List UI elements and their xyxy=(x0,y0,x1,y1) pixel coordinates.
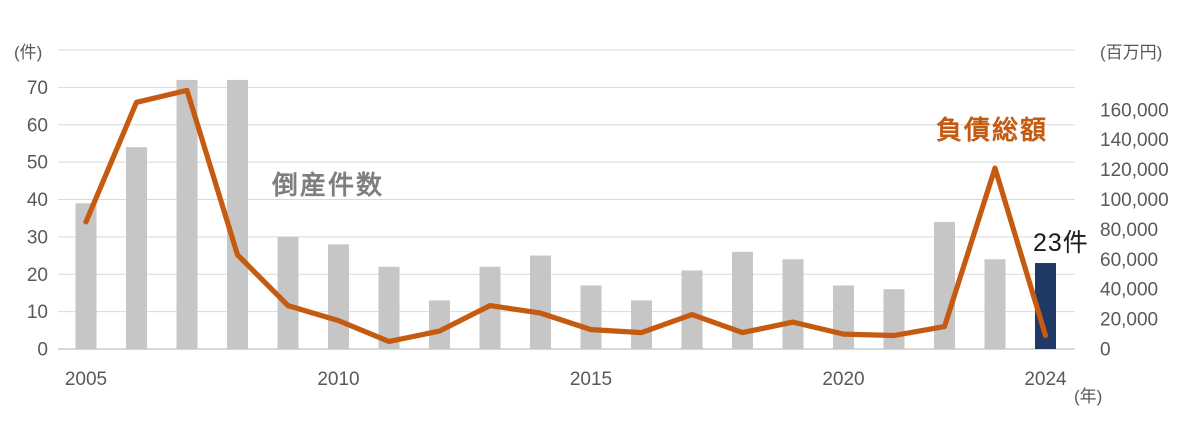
x-axis-tick: 2015 xyxy=(570,369,612,390)
right-axis-tick: 100,000 xyxy=(1100,190,1169,211)
left-axis-tick: 70 xyxy=(27,78,48,99)
bar-2016 xyxy=(631,300,652,349)
left-axis-tick: 20 xyxy=(27,265,48,286)
bar-2011 xyxy=(378,266,400,349)
left-axis-tick: 10 xyxy=(27,302,48,323)
bar-2009 xyxy=(277,236,299,349)
left-axis-tick: 40 xyxy=(27,190,48,211)
bar-2014 xyxy=(530,255,551,349)
left-axis-tick: 0 xyxy=(37,340,48,361)
x-axis-tick: 2020 xyxy=(822,369,864,390)
line-series-label: 負債総額 xyxy=(936,115,1049,145)
right-axis-tick: 40,000 xyxy=(1100,280,1158,301)
right-axis-tick: 120,000 xyxy=(1100,160,1169,181)
bar-2017 xyxy=(681,270,703,349)
bar-2012 xyxy=(429,300,450,349)
bar-2019 xyxy=(782,259,804,349)
left-axis-tick: 30 xyxy=(27,227,48,248)
liabilities-line xyxy=(83,87,1049,345)
bar-2023 xyxy=(984,259,1006,349)
bar-2021 xyxy=(883,289,905,349)
bar-2010 xyxy=(328,244,349,349)
right-axis-tick: 0 xyxy=(1100,340,1111,361)
right-axis-tick: 20,000 xyxy=(1100,310,1158,331)
right-axis-unit-label: (百万円) xyxy=(1100,43,1163,62)
bar-2015 xyxy=(580,285,602,349)
right-axis-tick: 160,000 xyxy=(1100,100,1169,121)
right-axis-tick: 80,000 xyxy=(1100,220,1158,241)
bar-2007 xyxy=(176,79,198,350)
right-axis-tick: 140,000 xyxy=(1100,130,1169,151)
left-axis-tick: 50 xyxy=(27,153,48,174)
last-bar-value-annotation: 23件 xyxy=(1033,229,1089,257)
left-axis-unit-label: (件) xyxy=(14,43,43,62)
bar-2006 xyxy=(126,147,147,349)
right-axis-tick: 60,000 xyxy=(1100,250,1158,271)
left-axis-tick: 60 xyxy=(27,115,48,136)
bar-2020 xyxy=(833,285,854,349)
x-axis-tick: 2005 xyxy=(65,369,107,390)
x-axis-unit-label: (年) xyxy=(1074,387,1103,406)
bar-2005 xyxy=(75,203,97,349)
bar-series-label: 倒産件数 xyxy=(272,170,385,200)
x-axis-tick: 2024 xyxy=(1024,369,1067,390)
bar-2008 xyxy=(227,79,248,350)
bar-2024 xyxy=(1035,263,1056,349)
x-axis-tick: 2010 xyxy=(317,369,359,390)
bar-2018 xyxy=(732,251,753,349)
